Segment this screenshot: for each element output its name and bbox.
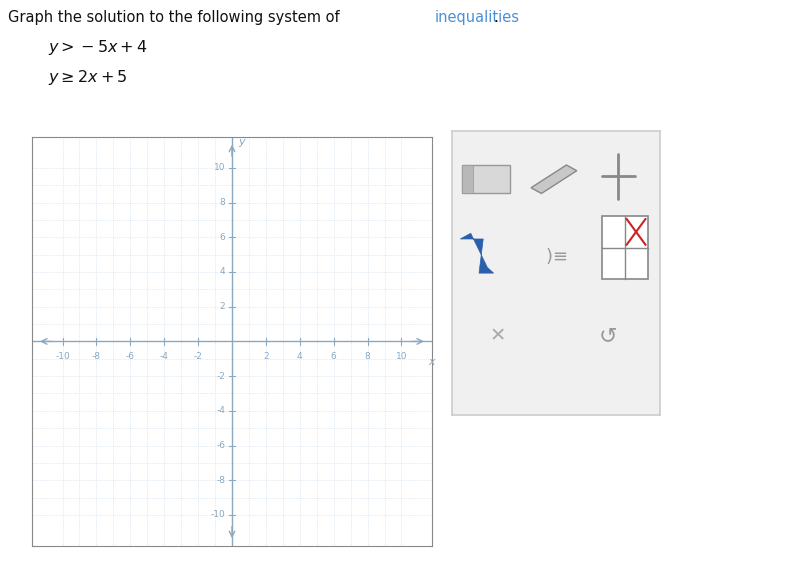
Text: -10: -10 <box>55 352 70 361</box>
Text: x: x <box>429 357 435 367</box>
Text: 6: 6 <box>331 352 337 361</box>
Text: $y \geq 2x + 5$: $y \geq 2x + 5$ <box>48 68 127 87</box>
Text: $y > -5x + 4$: $y > -5x + 4$ <box>48 38 148 56</box>
Polygon shape <box>462 165 510 193</box>
Text: -2: -2 <box>216 372 226 381</box>
Polygon shape <box>460 233 494 273</box>
Polygon shape <box>462 165 473 193</box>
Text: $)\!\equiv$: $)\!\equiv$ <box>545 246 567 266</box>
Text: y: y <box>238 137 245 147</box>
Text: inequalities: inequalities <box>434 10 519 25</box>
FancyBboxPatch shape <box>602 216 647 279</box>
Text: ✕: ✕ <box>490 326 506 345</box>
Text: Graph the solution to the following system of: Graph the solution to the following syst… <box>8 10 344 25</box>
Text: -4: -4 <box>216 406 226 415</box>
Text: 2: 2 <box>219 302 226 311</box>
Text: -4: -4 <box>160 352 169 361</box>
Text: 6: 6 <box>219 233 226 242</box>
Text: -6: -6 <box>126 352 135 361</box>
Text: -2: -2 <box>194 352 202 361</box>
Text: -6: -6 <box>216 441 226 450</box>
Text: 4: 4 <box>219 267 226 277</box>
Polygon shape <box>531 165 577 193</box>
Text: 8: 8 <box>365 352 370 361</box>
Text: -10: -10 <box>210 510 226 519</box>
Text: 2: 2 <box>263 352 269 361</box>
Text: 10: 10 <box>396 352 407 361</box>
Text: -8: -8 <box>216 476 226 485</box>
Text: 4: 4 <box>297 352 302 361</box>
Text: ↺: ↺ <box>598 325 618 346</box>
Text: -8: -8 <box>92 352 101 361</box>
Text: .: . <box>494 10 498 25</box>
Text: 8: 8 <box>219 198 226 207</box>
Text: 10: 10 <box>214 163 226 172</box>
